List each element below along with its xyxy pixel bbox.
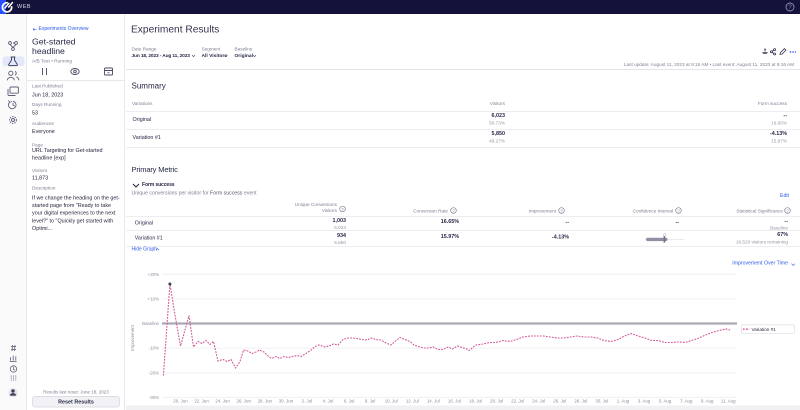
svg-text:?: ?	[786, 208, 789, 213]
svg-text:7. Aug: 7. Aug	[680, 399, 693, 404]
svg-text:20. Jun: 20. Jun	[173, 399, 188, 404]
svg-text:28. Jun: 28. Jun	[258, 399, 273, 404]
svg-text:24. Jul: 24. Jul	[532, 399, 545, 404]
svg-text:+20%: +20%	[148, 272, 159, 277]
svg-text:26. Jul: 26. Jul	[553, 399, 566, 404]
svg-text:4. Jul: 4. Jul	[323, 399, 334, 404]
svg-text:0: 0	[663, 232, 666, 237]
svg-text:16. Jul: 16. Jul	[448, 399, 461, 404]
svg-text:10. Jul: 10. Jul	[385, 399, 398, 404]
svg-text:6. Jul: 6. Jul	[344, 399, 355, 404]
svg-text:Baseline: Baseline	[142, 321, 159, 326]
svg-text:18. Jul: 18. Jul	[469, 399, 482, 404]
svg-text:9. Aug: 9. Aug	[701, 399, 714, 404]
svg-text:22. Jul: 22. Jul	[511, 399, 524, 404]
svg-text:-30%: -30%	[149, 395, 159, 400]
svg-text:-20%: -20%	[149, 371, 159, 376]
svg-text:30. Jun: 30. Jun	[279, 399, 294, 404]
svg-text:Improvement: Improvement	[130, 324, 135, 350]
svg-text:12. Jul: 12. Jul	[406, 399, 419, 404]
svg-text:30. Jul: 30. Jul	[595, 399, 608, 404]
svg-text:+10%: +10%	[148, 297, 159, 302]
svg-text:22. Jun: 22. Jun	[194, 399, 209, 404]
svg-text:8. Jul: 8. Jul	[365, 399, 376, 404]
svg-text:?: ?	[341, 207, 344, 212]
svg-text:-10%: -10%	[149, 346, 159, 351]
svg-text:11. Aug: 11. Aug	[721, 399, 736, 404]
svg-text:14. Jul: 14. Jul	[427, 399, 440, 404]
svg-text:?: ?	[677, 208, 680, 213]
svg-text:1. Aug: 1. Aug	[617, 399, 630, 404]
svg-text:28. Jul: 28. Jul	[574, 399, 587, 404]
svg-text:2. Jul: 2. Jul	[302, 399, 313, 404]
svg-text:?: ?	[452, 208, 455, 213]
svg-text:?: ?	[788, 5, 792, 11]
svg-text:Variation #1: Variation #1	[752, 327, 777, 332]
svg-text:3. Aug: 3. Aug	[638, 399, 651, 404]
svg-text:5. Aug: 5. Aug	[659, 399, 672, 404]
svg-text:20. Jul: 20. Jul	[490, 399, 503, 404]
svg-text:?: ?	[560, 208, 563, 213]
svg-text:26. Jun: 26. Jun	[236, 399, 251, 404]
svg-text:24. Jun: 24. Jun	[215, 399, 230, 404]
